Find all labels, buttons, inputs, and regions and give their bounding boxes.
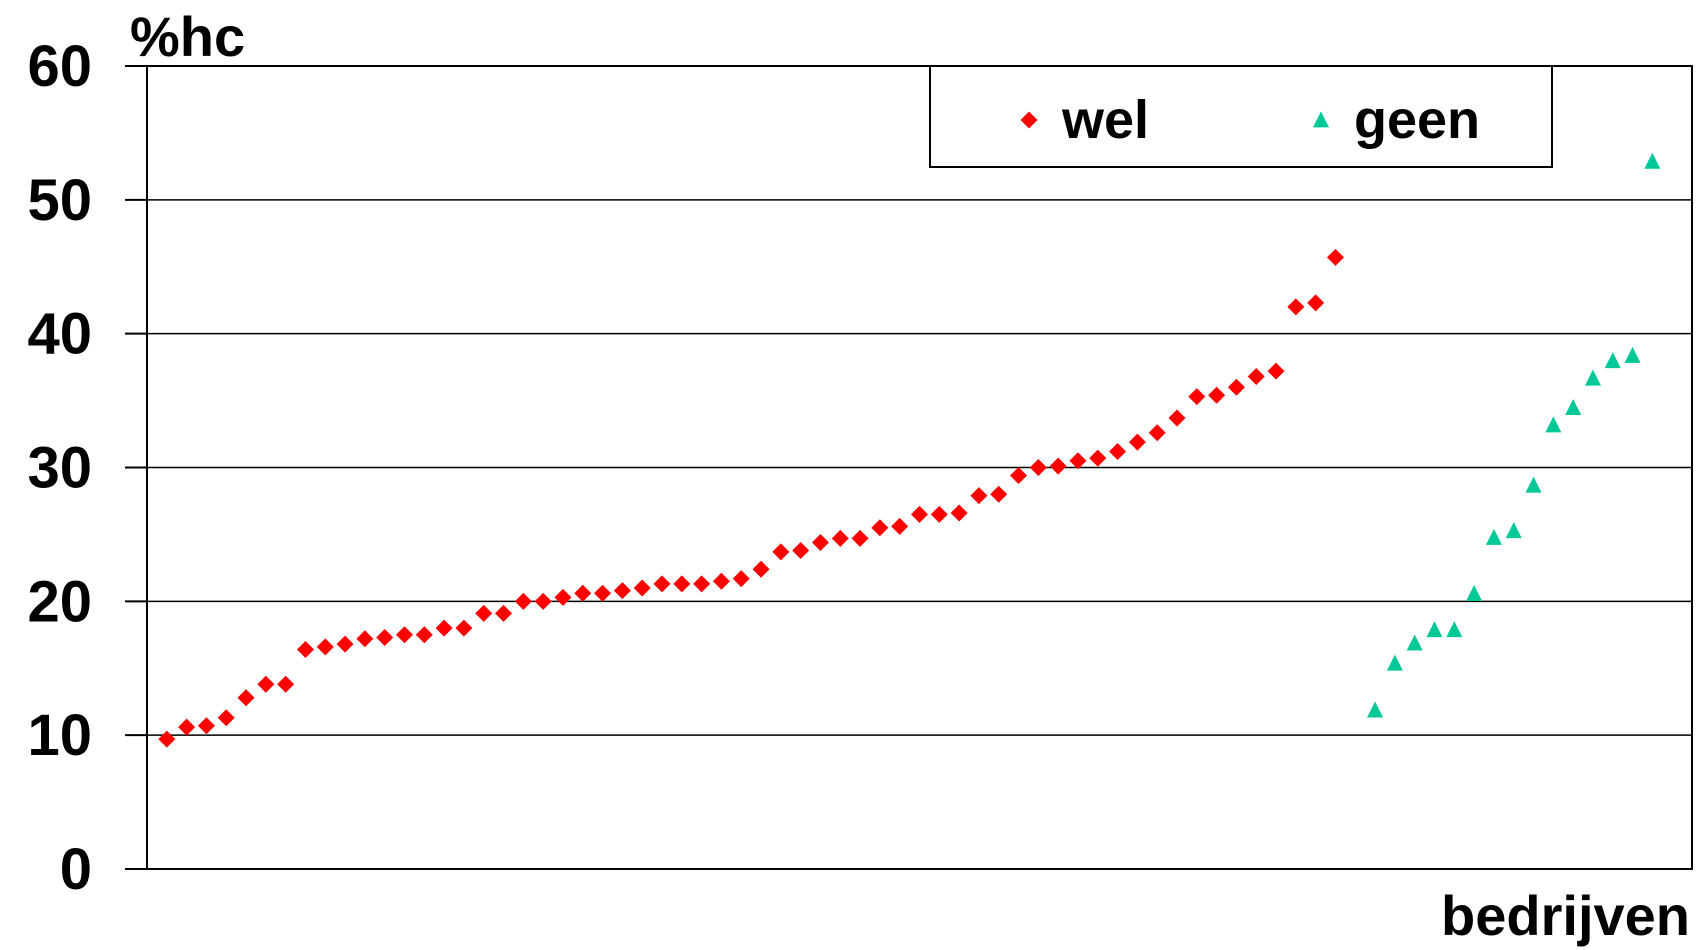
data-points bbox=[158, 152, 1661, 748]
data-point-wel bbox=[1287, 298, 1305, 316]
data-point-wel bbox=[1307, 294, 1325, 312]
data-point-wel bbox=[633, 579, 651, 597]
data-point-wel bbox=[277, 675, 295, 693]
data-point-geen bbox=[1446, 621, 1463, 638]
legend-label-wel: wel bbox=[1061, 90, 1149, 150]
data-point-wel bbox=[455, 619, 473, 637]
data-point-wel bbox=[1208, 386, 1226, 404]
data-point-wel bbox=[831, 529, 849, 547]
data-point-wel bbox=[871, 519, 889, 537]
data-point-wel bbox=[712, 572, 730, 590]
data-point-wel bbox=[1148, 424, 1166, 442]
data-point-wel bbox=[336, 635, 354, 653]
data-point-wel bbox=[514, 592, 532, 610]
data-point-wel bbox=[911, 505, 928, 523]
data-point-wel bbox=[1188, 388, 1206, 406]
data-point-wel bbox=[158, 730, 176, 748]
data-point-wel bbox=[1010, 467, 1028, 485]
legend-marker-geen bbox=[1313, 111, 1329, 128]
legend-label-geen: geen bbox=[1354, 90, 1480, 150]
data-point-wel bbox=[475, 604, 493, 622]
data-point-geen bbox=[1367, 701, 1384, 718]
data-point-wel bbox=[376, 628, 394, 646]
data-point-wel bbox=[415, 626, 433, 644]
y-axis-label: %hc bbox=[130, 5, 245, 68]
data-point-wel bbox=[1049, 457, 1067, 475]
data-point-wel bbox=[316, 638, 334, 656]
data-point-wel bbox=[772, 543, 790, 561]
data-point-wel bbox=[1326, 248, 1344, 266]
data-point-geen bbox=[1624, 346, 1641, 363]
data-point-wel bbox=[435, 619, 453, 637]
data-point-wel bbox=[613, 582, 631, 600]
data-point-wel bbox=[356, 630, 374, 648]
data-point-wel bbox=[257, 675, 275, 693]
data-point-wel bbox=[653, 575, 671, 593]
plot-area bbox=[146, 65, 1693, 870]
data-point-wel bbox=[1168, 409, 1186, 427]
data-point-wel bbox=[1128, 433, 1146, 451]
data-point-geen bbox=[1525, 476, 1542, 493]
data-point-wel bbox=[554, 588, 572, 606]
data-point-geen bbox=[1466, 585, 1483, 602]
data-point-wel bbox=[752, 560, 770, 578]
x-axis-label: bedrijven bbox=[1441, 884, 1690, 947]
data-point-geen bbox=[1406, 634, 1423, 651]
data-point-geen bbox=[1584, 369, 1601, 386]
y-tick-label: 40 bbox=[27, 302, 92, 367]
data-point-wel bbox=[1109, 442, 1127, 460]
y-tick-label: 50 bbox=[27, 168, 92, 233]
gridlines bbox=[125, 65, 1692, 870]
data-point-geen bbox=[1604, 352, 1621, 369]
data-point-wel bbox=[594, 584, 612, 602]
legend: wel geen bbox=[929, 65, 1553, 168]
data-point-wel bbox=[197, 717, 215, 735]
data-point-wel bbox=[396, 626, 413, 644]
data-point-wel bbox=[792, 541, 810, 559]
data-point-wel bbox=[217, 709, 235, 727]
data-point-wel bbox=[851, 529, 869, 547]
data-point-wel bbox=[1247, 367, 1265, 385]
data-point-wel bbox=[495, 604, 513, 622]
data-point-wel bbox=[1029, 459, 1047, 476]
data-point-wel bbox=[673, 575, 691, 593]
legend-marker-geen bbox=[1313, 111, 1329, 128]
y-tick-label: 60 bbox=[27, 34, 92, 99]
y-tick-label: 30 bbox=[27, 436, 92, 501]
y-tick-label: 10 bbox=[27, 703, 92, 768]
data-point-wel bbox=[990, 485, 1008, 503]
data-point-geen bbox=[1505, 522, 1522, 539]
data-point-geen bbox=[1644, 152, 1661, 169]
y-tick-label: 0 bbox=[60, 837, 92, 902]
data-point-wel bbox=[1069, 452, 1087, 470]
data-point-geen bbox=[1386, 654, 1403, 671]
data-point-wel bbox=[693, 575, 711, 593]
data-point-wel bbox=[950, 504, 968, 522]
data-point-wel bbox=[237, 689, 255, 707]
data-point-wel bbox=[296, 641, 314, 659]
data-point-wel bbox=[1227, 378, 1245, 396]
data-point-wel bbox=[1089, 449, 1107, 467]
data-point-wel bbox=[811, 533, 829, 551]
y-tick-label: 20 bbox=[27, 569, 92, 634]
data-point-wel bbox=[574, 584, 592, 602]
data-point-geen bbox=[1545, 416, 1562, 433]
data-point-wel bbox=[732, 570, 750, 588]
data-point-geen bbox=[1426, 621, 1443, 638]
data-point-geen bbox=[1565, 399, 1582, 416]
legend-marker-wel bbox=[1020, 111, 1038, 129]
data-point-wel bbox=[891, 517, 909, 535]
data-point-wel bbox=[534, 592, 552, 610]
data-point-wel bbox=[930, 505, 948, 523]
data-point-geen bbox=[1485, 528, 1502, 545]
legend-marker-wel bbox=[1020, 111, 1038, 129]
data-point-wel bbox=[970, 487, 988, 505]
data-point-wel bbox=[178, 718, 196, 736]
data-point-wel bbox=[1267, 362, 1285, 380]
y-tick-labels: 0 10 20 30 40 50 60 bbox=[27, 34, 92, 902]
